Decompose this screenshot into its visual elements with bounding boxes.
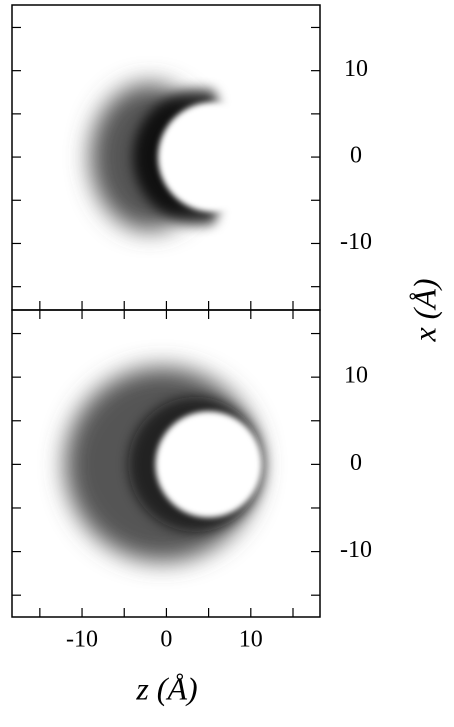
y-tick-label: 10 bbox=[344, 363, 368, 389]
density-hole bbox=[155, 411, 262, 518]
y-tick-label: -10 bbox=[340, 229, 372, 255]
y-tick-label: 10 bbox=[344, 56, 368, 82]
y-axis-label: x (Å) bbox=[406, 278, 442, 342]
x-tick-label: -10 bbox=[66, 627, 98, 653]
y-tick-label: 0 bbox=[350, 143, 362, 169]
x-tick-label: 10 bbox=[239, 627, 263, 653]
y-tick-label: -10 bbox=[340, 537, 372, 563]
density-map bbox=[65, 367, 264, 562]
density-cut bbox=[217, 5, 319, 310]
x-axis-label: z (Å) bbox=[135, 670, 197, 706]
x-tick-label: 0 bbox=[160, 627, 172, 653]
y-tick-label: 0 bbox=[350, 450, 362, 476]
density-map bbox=[90, 5, 319, 310]
